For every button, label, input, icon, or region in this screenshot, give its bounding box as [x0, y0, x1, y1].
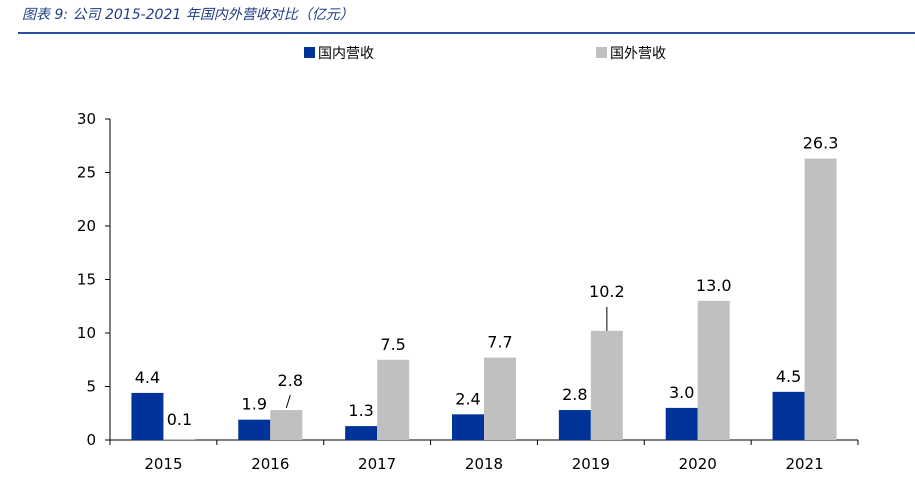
bar-domestic-2020	[665, 407, 698, 440]
bar-overseas-2018	[484, 357, 516, 440]
data-label-overseas-2021: 26.3	[803, 134, 839, 153]
bar-domestic-2019	[558, 410, 591, 440]
legend-label-0: 国内营收	[318, 46, 374, 62]
y-tick-label: 15	[77, 271, 96, 289]
axes: 0 5 10 15 20 25 30 2015 2016 2017 2018 2019 2020 2021	[77, 110, 859, 473]
x-tick-label: 2017	[358, 455, 396, 473]
x-tick-label: 2019	[572, 455, 610, 473]
bar-overseas-2015	[163, 438, 196, 440]
bars	[131, 158, 837, 440]
y-tick-label: 10	[77, 324, 96, 342]
x-tick-label: 2021	[785, 455, 823, 473]
bar-overseas-2019	[590, 330, 623, 440]
y-tick-label: 20	[77, 217, 96, 235]
data-label-domestic-2017: 1.3	[348, 401, 373, 420]
x-tick-label: 2018	[465, 455, 503, 473]
y-tick-label: 30	[77, 110, 96, 128]
bar-domestic-2015	[131, 392, 164, 440]
y-tick-label: 5	[86, 378, 96, 396]
leader-line-2016	[285, 394, 291, 409]
x-tick-label: 2015	[144, 455, 182, 473]
legend-label-1: 国外营收	[610, 46, 666, 62]
bar-overseas-2017	[377, 359, 410, 440]
bar-overseas-2020	[697, 300, 730, 440]
bar-domestic-2016	[238, 419, 271, 440]
data-label-domestic-2019: 2.8	[562, 385, 587, 404]
x-tick-label: 2016	[251, 455, 289, 473]
data-labels: 4.4 0.1 1.9 2.8 1.3 7.5 2.4 7.7 2.8 10.2 3.0 13.0 4.…	[135, 134, 839, 429]
data-label-domestic-2016: 1.9	[242, 395, 267, 414]
data-label-overseas-2017: 7.5	[380, 335, 405, 354]
bar-overseas-2016	[270, 410, 303, 440]
data-label-overseas-2019: 10.2	[589, 282, 625, 301]
y-tick-label: 25	[77, 164, 96, 182]
bar-domestic-2021	[772, 391, 805, 440]
data-label-overseas-2020: 13.0	[696, 276, 732, 295]
y-tick-label: 0	[86, 431, 96, 449]
bar-domestic-2017	[345, 426, 378, 440]
legend-swatch-0	[304, 47, 315, 58]
data-label-domestic-2021: 4.5	[776, 367, 801, 386]
caption-rule	[18, 32, 915, 34]
bar-overseas-2021	[804, 158, 837, 440]
figure-caption: 图表 9: 公司 2015-2021 年国内外营收对比（亿元）	[22, 7, 354, 23]
x-tick-label: 2020	[679, 455, 717, 473]
data-label-domestic-2018: 2.4	[455, 389, 480, 408]
data-label-overseas-2015: 0.1	[167, 410, 192, 429]
legend-swatch-1	[596, 47, 607, 58]
data-label-overseas-2018: 7.7	[487, 333, 512, 352]
data-label-domestic-2015: 4.4	[135, 368, 160, 387]
legend: 国内营收 国外营收	[304, 46, 666, 62]
data-label-domestic-2020: 3.0	[669, 383, 694, 402]
data-label-overseas-2016: 2.8	[278, 371, 303, 390]
bar-domestic-2018	[452, 414, 484, 440]
